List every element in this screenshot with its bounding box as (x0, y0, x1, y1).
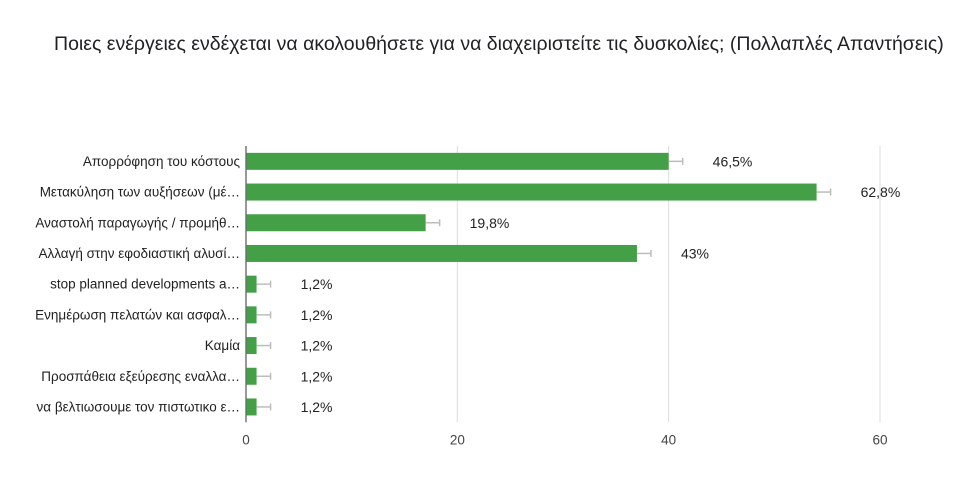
category-label: Αναστολή παραγωγής / προμήθ… (35, 215, 240, 230)
x-tick-label: 60 (872, 432, 887, 447)
bar (246, 152, 669, 170)
category-label: Μετακύληση των αυξήσεων (μέ… (40, 185, 240, 200)
category-label: Αλλαγή στην εφοδιαστική αλυσί… (38, 246, 240, 261)
bar (246, 214, 426, 232)
bar (246, 398, 257, 416)
data-label: 1,2% (301, 276, 333, 292)
error-bars (256, 157, 832, 411)
data-label: 19,8% (470, 215, 510, 231)
bar (246, 244, 637, 262)
category-label: Ενημέρωση πελατών και ασφαλ… (35, 307, 240, 322)
data-label: 1,2% (301, 307, 333, 323)
bar (246, 337, 257, 355)
data-label: 1,2% (301, 338, 333, 354)
category-labels: Απορρόφηση του κόστους Μετακύληση των αυξ… (35, 154, 240, 415)
data-label: 1,2% (301, 399, 333, 415)
data-labels: 46,5% 62,8% 19,8% 43% 1,2% 1,2% 1,2% 1,2% 1,2% (301, 153, 901, 415)
bar (246, 367, 257, 385)
question-title: Ποιες ενέργειες ενδέχεται να ακολουθήσετ… (54, 33, 944, 55)
category-label: stop planned developments a… (50, 277, 240, 292)
x-tick-labels: 0 20 40 60 (242, 432, 887, 447)
x-tick-label: 40 (661, 432, 676, 447)
category-label: Απορρόφηση του κόστους (83, 154, 241, 169)
category-label: Προσπάθεια εξεύρεσης εναλλα… (41, 369, 240, 384)
data-label: 1,2% (301, 368, 333, 384)
data-label: 46,5% (713, 153, 753, 169)
data-label: 43% (681, 245, 709, 261)
category-label: να βελτιωσουμε τον πιστωτικο ε… (37, 399, 240, 414)
bar (246, 183, 817, 201)
x-tick-label: 0 (242, 432, 250, 447)
chart-bars (246, 152, 817, 416)
bar (246, 275, 257, 293)
bar (246, 306, 257, 324)
x-tick-label: 20 (450, 432, 465, 447)
data-label: 62,8% (861, 184, 901, 200)
category-label: Καμία (205, 338, 240, 353)
